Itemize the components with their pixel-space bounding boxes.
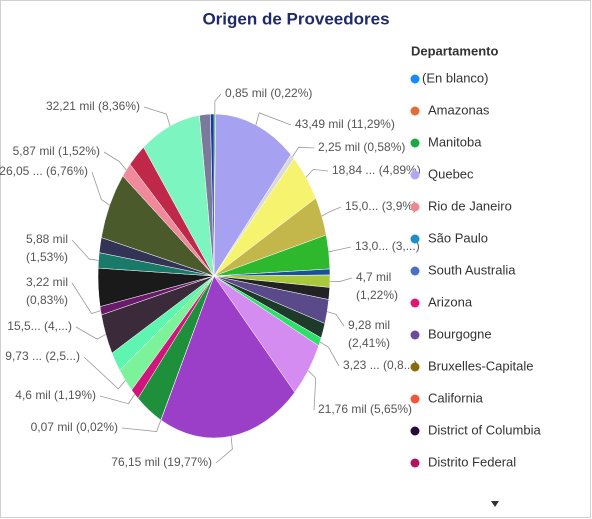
legend-item: São Paulo [428, 230, 488, 245]
data-label: 9,28 mil (2,41%) [348, 318, 390, 350]
legend-title: Departamento [411, 43, 498, 58]
leader-line [307, 370, 317, 411]
leader-line [255, 112, 292, 126]
legend-scroll-arrow[interactable] [491, 501, 499, 507]
data-label: 5,88 mil (1,53%) [26, 232, 68, 264]
legend-item: (En blanco) [422, 70, 488, 85]
data-label-line: (0,83%) [26, 293, 68, 307]
data-label-line: 3,22 mil [26, 275, 68, 289]
leader-line [321, 206, 342, 217]
data-label-line: 4,7 mil [356, 270, 391, 284]
legend-item: Rio de Janeiro [428, 198, 512, 213]
legend-item: California [428, 390, 484, 405]
chart-title: Origen de Proveedores [202, 9, 389, 28]
leader-line [71, 239, 99, 261]
data-label: 0,07 mil (0,02%) [31, 420, 118, 434]
data-label: 0,85 mil (0,22%) [225, 86, 312, 100]
data-label: 2,25 mil (0,58%) [318, 140, 405, 154]
leader-line [91, 171, 110, 206]
data-label: 4,7 mil (1,22%) [356, 270, 398, 302]
leader-line [75, 326, 107, 340]
data-label: 32,21 mil (8,36%) [46, 99, 140, 113]
legend-swatch [410, 234, 420, 244]
leader-line [327, 311, 345, 327]
legend-item: South Australia [428, 262, 516, 277]
leader-line [328, 246, 352, 253]
legend-item: Bruxelles-Capitale [428, 358, 534, 373]
leader-line [305, 168, 329, 178]
data-label: 21,76 mil (5,65%) [318, 402, 412, 416]
leader-line [215, 436, 233, 464]
leader-line [143, 106, 171, 127]
data-label: 4,6 mil (1,19%) [15, 388, 96, 402]
data-label: 13,0... (3,...) [355, 239, 420, 253]
data-label: 18,84 ... (4,89%) [332, 163, 421, 177]
legend-item: Manitoba [428, 134, 482, 149]
leader-line [292, 146, 315, 157]
pie-slice [143, 114, 215, 277]
data-label: 15,0... (3,9%) [345, 199, 417, 213]
legend-item: Bourgogne [428, 326, 492, 341]
leader-line [214, 93, 222, 115]
pie-slice [210, 113, 215, 277]
data-label: 15,5... (4,...) [7, 319, 72, 333]
leader-line [83, 356, 126, 390]
data-label: 3,22 mil (0,83%) [26, 275, 68, 307]
legend-swatch [410, 362, 420, 372]
legend-item: District of Columbia [428, 422, 541, 437]
data-label-line: (2,41%) [348, 336, 390, 350]
data-label: 43,49 mil (11,29%) [295, 117, 395, 131]
leader-line [121, 419, 162, 432]
data-label: 9,73 ... (2,5...) [5, 349, 80, 363]
legend-swatch [410, 298, 420, 308]
data-label: 5,87 mil (1,52%) [13, 144, 100, 158]
legend-swatch [410, 170, 420, 180]
legend-item: Amazonas [428, 102, 490, 117]
data-label: 3,23 ... (0,8...) [343, 358, 418, 372]
legend-swatch [410, 426, 420, 436]
legend-swatch [410, 394, 420, 404]
data-label-line: (1,22%) [356, 288, 398, 302]
leader-line [329, 277, 353, 283]
legend-swatch [410, 202, 420, 212]
legend-swatch [410, 74, 420, 84]
legend-item: Distrito Federal [428, 454, 516, 469]
data-label-line: (1,53%) [26, 250, 68, 264]
data-label-line: 5,88 mil [26, 232, 68, 246]
legend-swatch [410, 458, 420, 468]
legend-swatch [410, 330, 420, 340]
data-label-line: 9,28 mil [348, 318, 390, 332]
legend-swatch [410, 138, 420, 148]
leader-line [319, 341, 340, 367]
data-label: 26,05 ... (6,76%) [0, 164, 88, 178]
legend-swatch [410, 106, 420, 116]
pie-slice [213, 113, 292, 277]
leader-line [71, 282, 101, 315]
legend-swatch [410, 266, 420, 276]
data-label: 76,15 mil (19,77%) [111, 455, 212, 469]
legend-item: Quebec [428, 166, 474, 181]
leader-line [99, 394, 136, 405]
legend-item: Arizona [428, 294, 473, 309]
leader-line [103, 151, 127, 171]
